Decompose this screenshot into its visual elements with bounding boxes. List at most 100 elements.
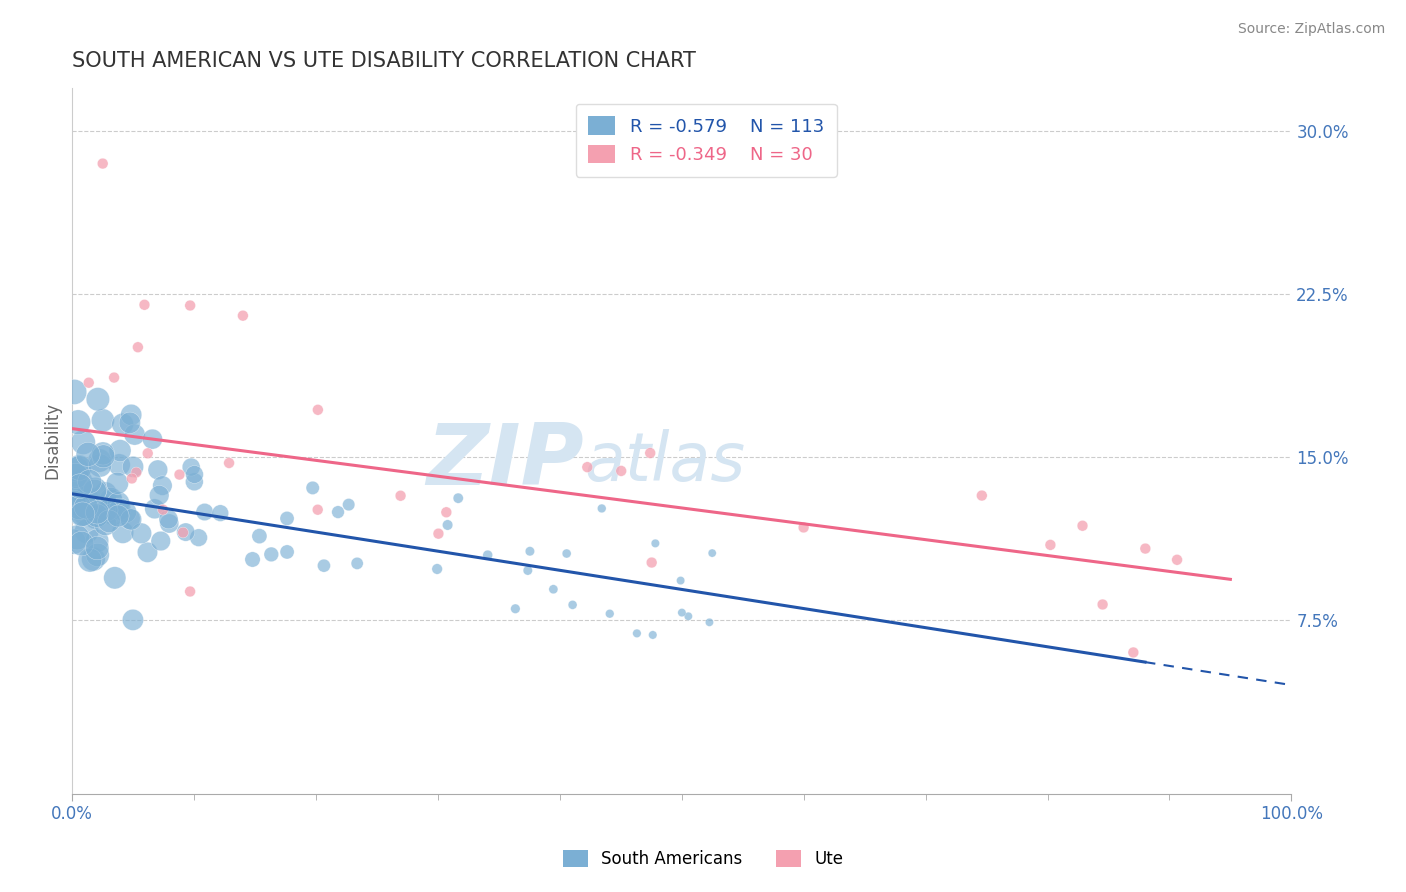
Point — [122, 459, 145, 474]
Point — [107, 508, 129, 523]
Point — [108, 443, 131, 458]
Point — [260, 548, 283, 562]
Point — [644, 536, 666, 550]
Point — [641, 628, 664, 642]
Point — [671, 606, 693, 620]
Point — [141, 432, 163, 446]
Point — [118, 416, 141, 430]
Point — [91, 156, 114, 170]
Point — [93, 450, 115, 464]
Point — [118, 511, 141, 525]
Point — [157, 516, 180, 531]
Point — [179, 298, 201, 312]
Point — [103, 370, 125, 384]
Point — [65, 462, 87, 476]
Point — [84, 482, 107, 496]
Point — [157, 512, 180, 526]
Point — [346, 557, 368, 571]
Point — [63, 384, 86, 399]
Point — [640, 556, 662, 570]
Point — [100, 491, 122, 506]
Point — [179, 584, 201, 599]
Point — [183, 475, 205, 489]
Point — [108, 458, 131, 472]
Point — [149, 534, 172, 549]
Point — [209, 506, 232, 520]
Point — [75, 507, 97, 521]
Point — [91, 413, 114, 427]
Point — [699, 615, 721, 630]
Point — [67, 415, 90, 429]
Point — [96, 503, 118, 517]
Point — [183, 467, 205, 482]
Point — [67, 460, 90, 475]
Point — [107, 476, 129, 491]
Point — [77, 376, 100, 390]
Point — [67, 500, 90, 515]
Point — [143, 501, 166, 516]
Point — [82, 552, 104, 566]
Point — [65, 468, 87, 483]
Point — [70, 536, 93, 550]
Point — [516, 564, 538, 578]
Point — [86, 505, 108, 519]
Point — [436, 518, 458, 533]
Point — [638, 446, 661, 460]
Y-axis label: Disability: Disability — [44, 402, 60, 479]
Point — [626, 626, 648, 640]
Point — [86, 548, 108, 562]
Point — [555, 547, 578, 561]
Point — [146, 463, 169, 477]
Point — [172, 525, 194, 540]
Point — [242, 552, 264, 566]
Point — [218, 456, 240, 470]
Point — [326, 505, 349, 519]
Point — [77, 447, 100, 461]
Point — [107, 496, 129, 510]
Legend: R = -0.579    N = 113, R = -0.349    N = 30: R = -0.579 N = 113, R = -0.349 N = 30 — [575, 103, 837, 177]
Point — [62, 491, 84, 506]
Point — [136, 545, 159, 559]
Point — [610, 464, 633, 478]
Point — [120, 408, 142, 422]
Point — [129, 526, 152, 541]
Point — [477, 548, 499, 562]
Point — [1166, 553, 1188, 567]
Point — [1122, 645, 1144, 659]
Point — [87, 392, 110, 407]
Point — [519, 544, 541, 558]
Point — [543, 582, 565, 597]
Point — [89, 458, 111, 473]
Point — [194, 505, 217, 519]
Text: SOUTH AMERICAN VS UTE DISABILITY CORRELATION CHART: SOUTH AMERICAN VS UTE DISABILITY CORRELA… — [72, 51, 696, 70]
Point — [276, 545, 298, 559]
Point — [114, 505, 136, 519]
Point — [125, 466, 148, 480]
Point — [104, 571, 127, 585]
Point — [447, 491, 470, 505]
Point — [103, 507, 125, 521]
Point — [62, 534, 84, 549]
Point — [669, 574, 692, 588]
Point — [1039, 538, 1062, 552]
Point — [180, 460, 202, 475]
Text: ZIP: ZIP — [426, 420, 585, 503]
Point — [100, 493, 122, 508]
Point — [86, 541, 108, 555]
Point — [67, 461, 90, 475]
Point — [79, 475, 101, 489]
Point — [232, 309, 254, 323]
Point — [1135, 541, 1157, 556]
Point — [66, 531, 89, 545]
Point — [148, 488, 170, 502]
Text: atlas: atlas — [585, 429, 745, 495]
Point — [89, 453, 111, 467]
Point — [122, 613, 145, 627]
Point — [69, 479, 91, 493]
Point — [505, 601, 527, 615]
Point — [389, 489, 412, 503]
Point — [599, 607, 621, 621]
Point — [98, 514, 121, 528]
Point — [121, 471, 143, 485]
Point — [1091, 598, 1114, 612]
